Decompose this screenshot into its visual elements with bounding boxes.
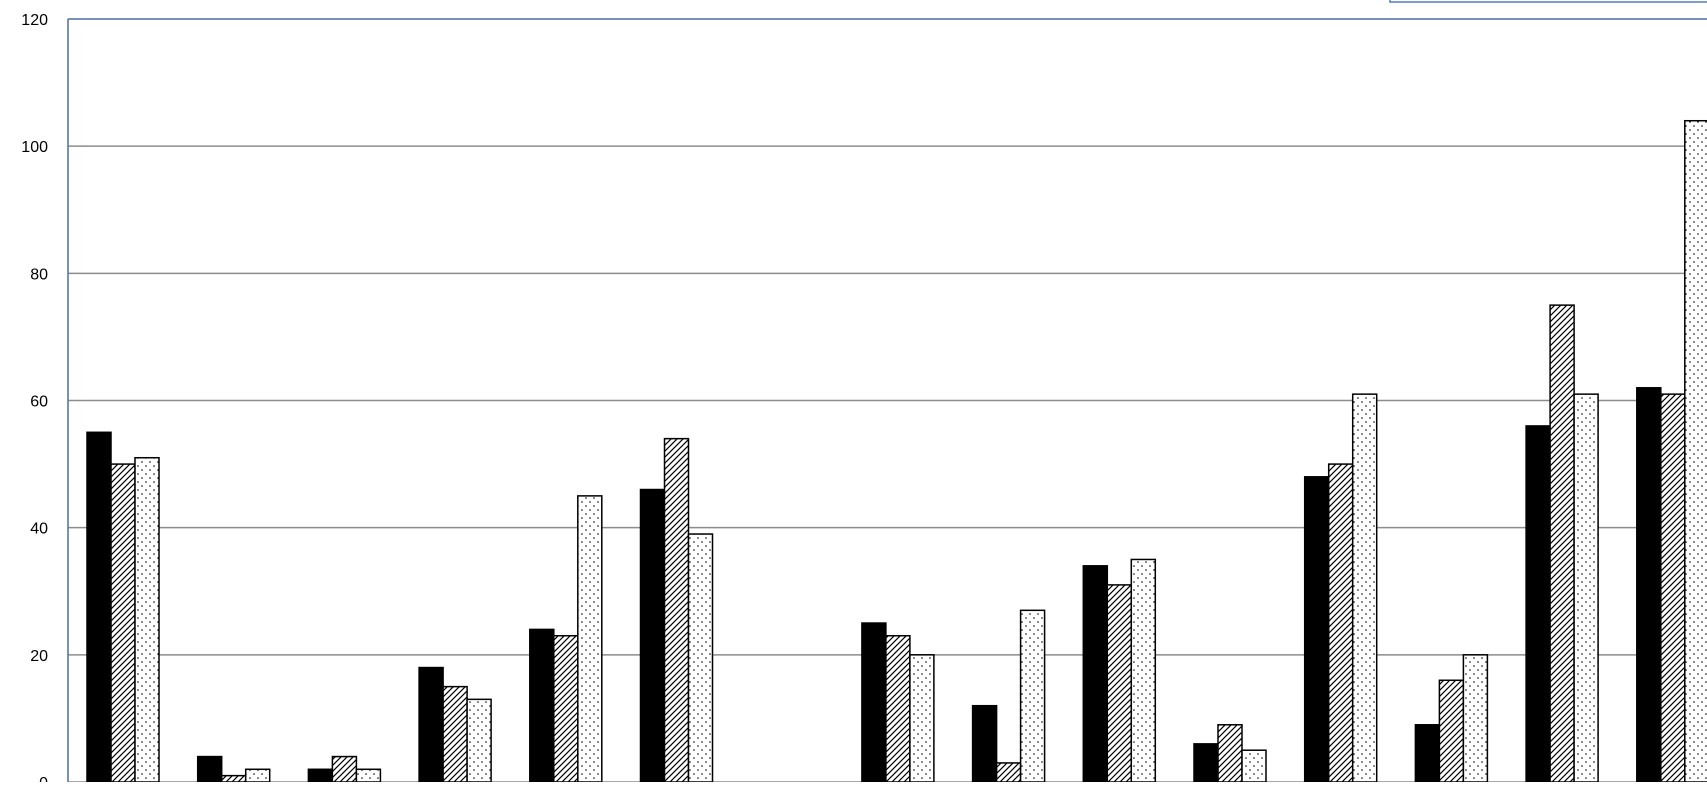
bar-series-2-group-12 <box>1327 463 1354 783</box>
bar-series-3-group-1 <box>134 456 160 783</box>
bar-series-2-group-13 <box>1438 679 1465 783</box>
bar-series-2-group-15 <box>1660 393 1686 783</box>
y-tick-label: 120 <box>21 12 48 29</box>
bar-series-1-group-4 <box>418 666 444 783</box>
bar-series-2-group-11 <box>1217 724 1243 783</box>
bar-series-1-group-2 <box>196 755 223 783</box>
bar-series-3-group-9 <box>1019 609 1046 783</box>
bar-series-3-group-4 <box>466 698 492 783</box>
bar-series-2-group-14 <box>1549 304 1575 783</box>
bar-series-1-group-8 <box>861 622 887 783</box>
bar-series-3-group-15 <box>1684 119 1707 783</box>
y-tick-label: 0 <box>39 775 48 782</box>
bar-series-3-group-8 <box>909 654 935 783</box>
bar-series-3-group-3 <box>355 768 382 783</box>
y-tick-label: 80 <box>30 266 48 283</box>
bar-series-3-group-12 <box>1351 393 1378 783</box>
y-tick-label: 40 <box>30 521 48 538</box>
bar-series-2-group-6 <box>663 437 690 783</box>
bar-series-3-group-6 <box>687 533 714 783</box>
bar-series-1-group-13 <box>1414 724 1441 783</box>
bar-series-2-group-1 <box>110 463 136 783</box>
bar-series-1-group-6 <box>639 488 666 783</box>
bar-series-3-group-11 <box>1241 749 1267 783</box>
bar-series-3-group-5 <box>577 495 603 783</box>
bar-series-2-group-8 <box>885 635 911 783</box>
bar-series-1-group-3 <box>307 768 334 783</box>
bar-series-3-group-13 <box>1462 654 1489 783</box>
bar-series-1-group-15 <box>1636 387 1662 783</box>
bar-series-1-group-10 <box>1082 565 1109 783</box>
bar-series-1-group-9 <box>971 704 998 783</box>
y-tick-label: 60 <box>30 394 48 411</box>
bar-series-1-group-14 <box>1525 425 1551 783</box>
bar-series-2-group-9 <box>995 762 1022 783</box>
bar-series-1-group-12 <box>1303 476 1330 783</box>
bar-series-2-group-2 <box>220 774 247 783</box>
y-axis: 0 20 40 60 80 100 120 <box>21 12 69 787</box>
gridlines <box>68 18 1707 783</box>
bar-series-2-group-5 <box>553 635 579 783</box>
bar-series-2-group-10 <box>1106 584 1133 783</box>
y-tick-label: 20 <box>30 648 48 665</box>
y-tick-label: 100 <box>21 139 48 156</box>
bar-series-2-group-4 <box>442 685 468 783</box>
bars <box>86 119 1707 783</box>
bar-series-1-group-11 <box>1193 743 1219 783</box>
bar-series-2-group-3 <box>331 755 358 783</box>
bar-series-1-group-5 <box>529 628 555 783</box>
legend <box>1389 0 1707 3</box>
bar-series-3-group-2 <box>244 768 271 783</box>
bar-series-3-group-14 <box>1573 393 1599 783</box>
bar-series-3-group-10 <box>1130 558 1157 783</box>
bar-series-1-group-1 <box>86 431 112 783</box>
